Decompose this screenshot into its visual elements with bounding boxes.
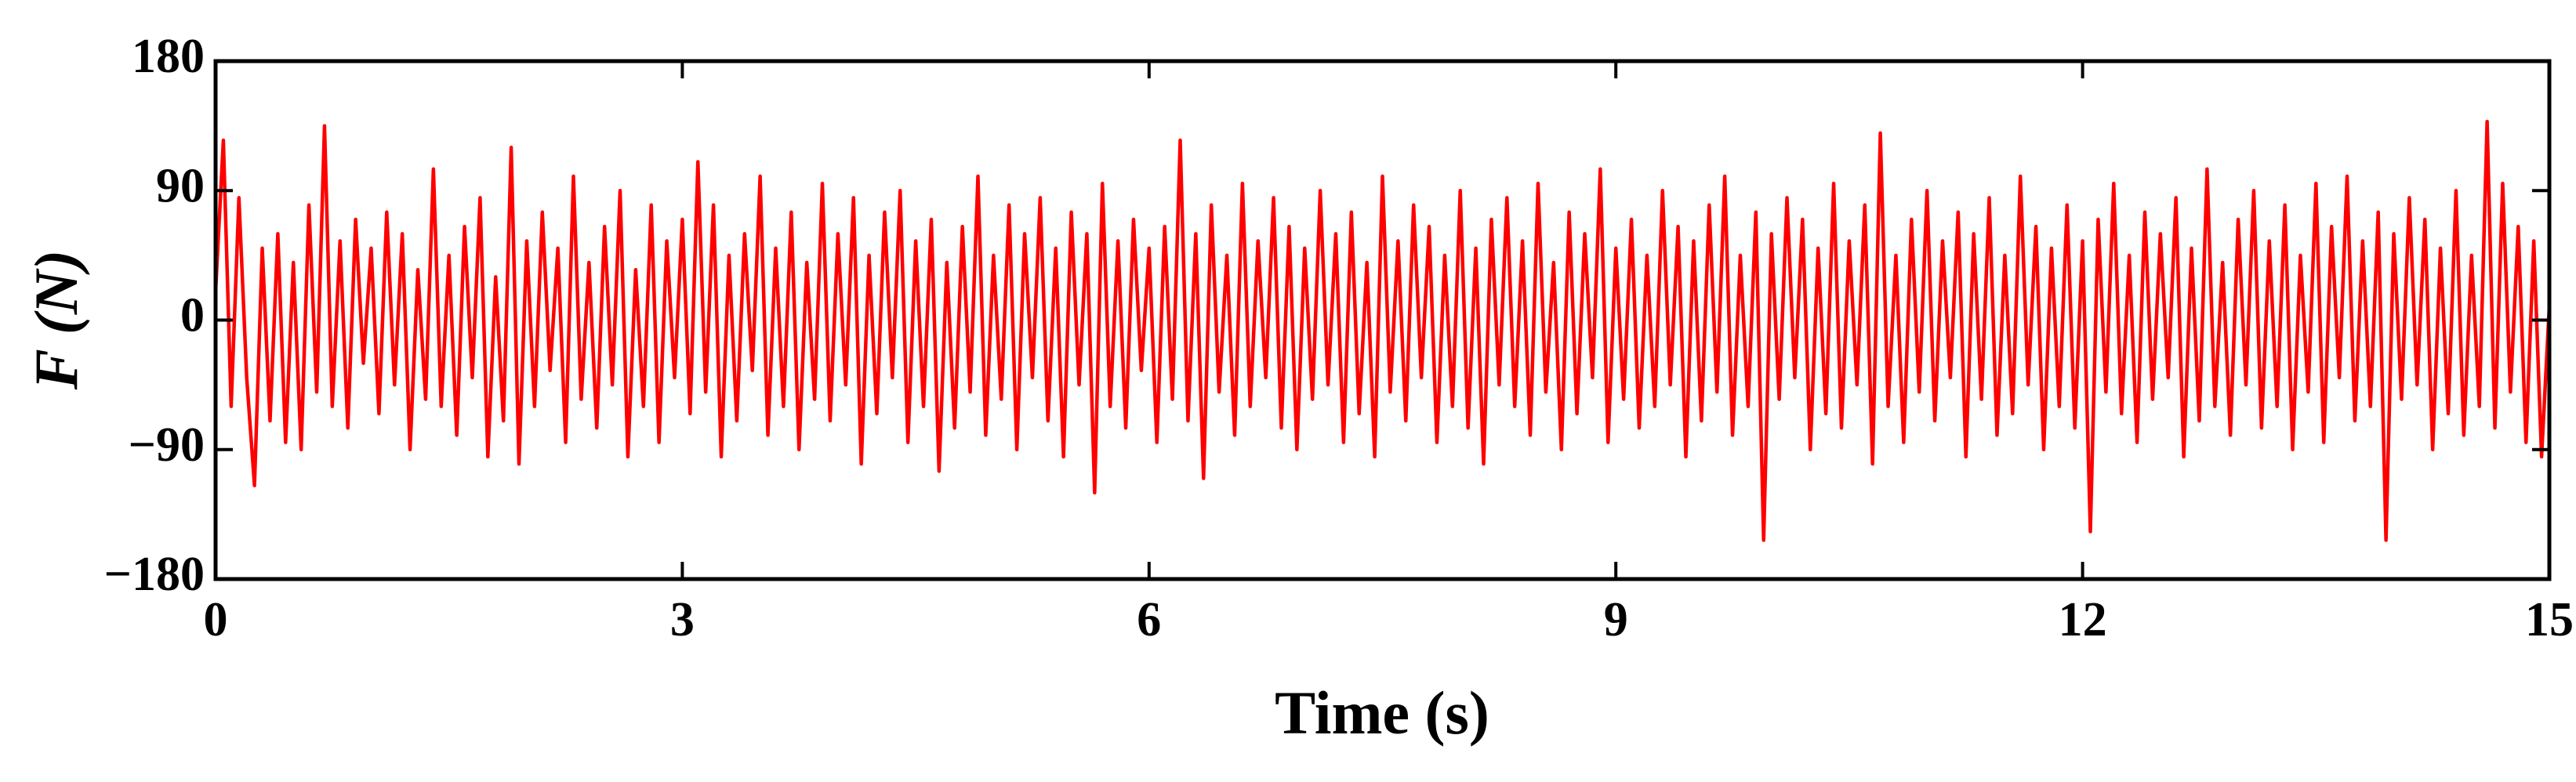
x-axis-title: Time (s): [1275, 679, 1489, 747]
y-tick-label: 180: [132, 30, 205, 83]
y-tick-label: −180: [104, 548, 205, 601]
x-tick-label: 0: [204, 593, 228, 646]
x-tick-label: 6: [1137, 593, 1161, 646]
x-tick-label: 15: [2525, 593, 2574, 646]
data-line: [213, 119, 2552, 542]
x-tick-label: 9: [1604, 593, 1628, 646]
y-tick-label: 90: [156, 159, 205, 212]
y-axis-title: F (N): [22, 250, 90, 390]
x-tick-label: 3: [670, 593, 695, 646]
y-tick-label: −90: [129, 418, 205, 472]
x-tick-label: 12: [2059, 593, 2107, 646]
plot-frame: [213, 59, 2552, 581]
y-tick-label: 0: [180, 289, 205, 342]
